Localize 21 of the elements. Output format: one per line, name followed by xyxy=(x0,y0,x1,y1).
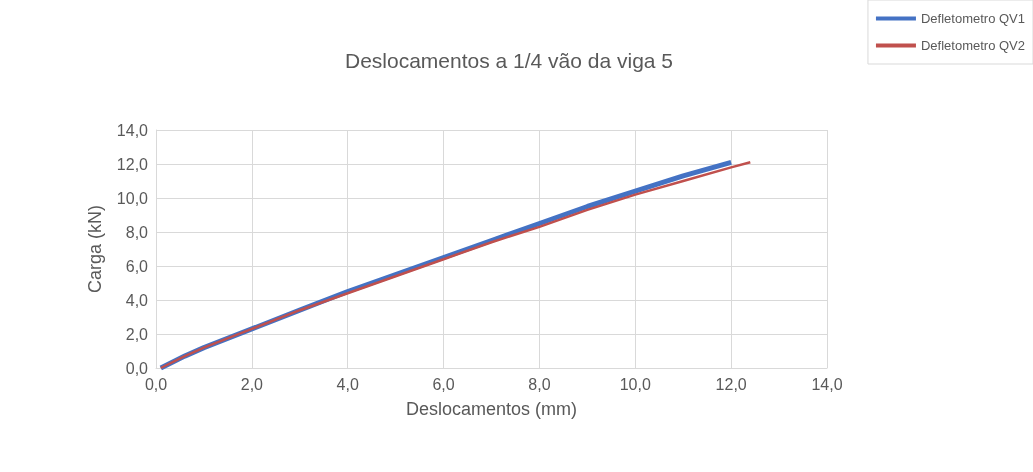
x-tick-label: 8,0 xyxy=(528,375,551,393)
y-axis-title: Carga (kN) xyxy=(85,204,105,294)
x-tick-label: 14,0 xyxy=(811,375,843,393)
x-tick-label: 4,0 xyxy=(336,375,359,393)
y-tick-label: 12,0 xyxy=(116,155,149,173)
y-tick-label: 0,0 xyxy=(125,359,149,377)
y-tick-label: 4,0 xyxy=(125,291,149,309)
x-tick-label: 0,0 xyxy=(144,375,168,393)
y-tick-label: 14,0 xyxy=(116,121,149,139)
y-tick-label: 8,0 xyxy=(125,223,149,241)
x-axis-title: Deslocamentos (mm) xyxy=(405,399,578,419)
x-tick-label: 6,0 xyxy=(432,375,455,393)
legend-label: Defletometro QV2 xyxy=(920,38,1025,53)
legend-label: Defletometro QV1 xyxy=(920,11,1025,26)
y-tick-label: 6,0 xyxy=(125,257,149,275)
x-tick-label: 2,0 xyxy=(240,375,264,393)
y-tick-label: 2,0 xyxy=(125,325,149,343)
y-tick-label: 10,0 xyxy=(116,189,149,207)
x-tick-label: 12,0 xyxy=(715,375,747,393)
x-tick-label: 10,0 xyxy=(619,375,651,393)
chart-title: Deslocamentos a 1/4 vão da viga 5 xyxy=(345,49,674,72)
